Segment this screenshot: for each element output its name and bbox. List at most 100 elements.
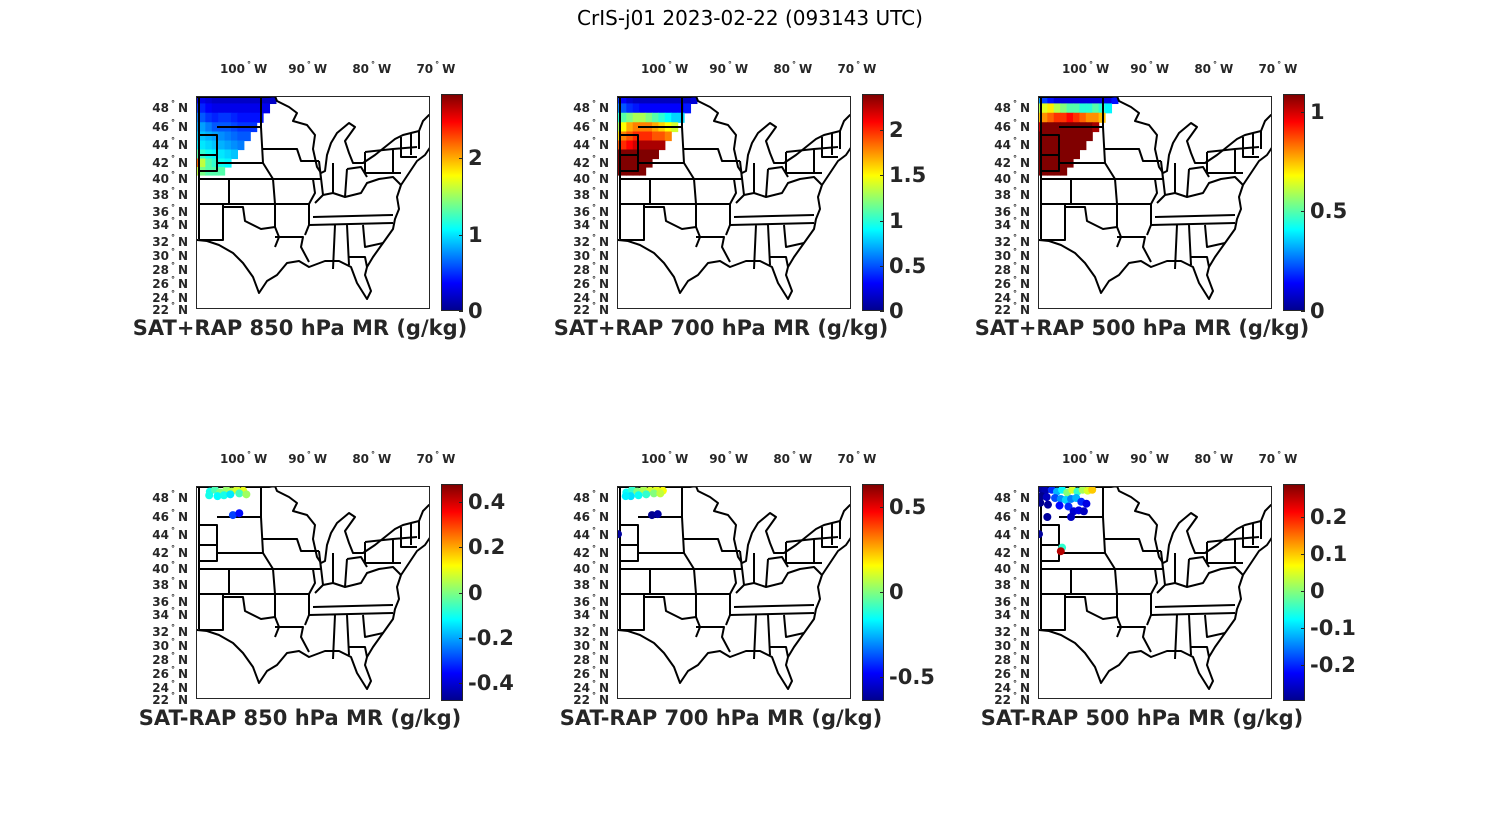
data-cell	[1060, 149, 1068, 160]
lon-value: 100	[640, 452, 666, 466]
data-cell	[632, 97, 640, 105]
lon-value: 70	[837, 62, 855, 76]
lat-value: 44	[573, 528, 590, 542]
degree-symbol: °	[591, 301, 596, 310]
lon-value: 70	[1258, 452, 1276, 466]
lat-value: 46	[573, 120, 590, 134]
lat-tick-label: 30 ° N	[136, 247, 188, 263]
lon-tick-label: 90 ° W	[1130, 450, 1169, 466]
data-cell	[237, 140, 245, 151]
colorbar-tick-mark	[1301, 628, 1305, 630]
data-cell	[619, 112, 627, 123]
lat-tick-label: 38 ° N	[557, 186, 609, 202]
lon-value: 70	[416, 452, 434, 466]
lat-tick-label: 36 ° N	[557, 203, 609, 219]
lat-hemisphere: N	[177, 172, 188, 186]
lon-tick-label: 100 ° W	[1062, 450, 1109, 466]
data-cell	[243, 97, 251, 105]
lat-hemisphere: N	[1019, 138, 1030, 152]
lon-hemisphere: W	[1155, 62, 1170, 76]
lat-tick-label: 44 ° N	[136, 136, 188, 152]
data-cell	[619, 131, 627, 142]
degree-symbol: °	[170, 526, 175, 535]
lat-tick-label: 46 ° N	[136, 508, 188, 524]
lat-tick-label: 46 ° N	[557, 118, 609, 134]
lat-hemisphere: N	[177, 578, 188, 592]
degree-symbol: °	[1012, 233, 1017, 242]
lon-value: 100	[219, 62, 245, 76]
lat-tick-label: 46 ° N	[978, 508, 1030, 524]
data-cell	[1072, 149, 1080, 160]
data-cell	[230, 112, 238, 123]
degree-symbol: °	[1148, 450, 1153, 459]
lat-value: 30	[573, 639, 590, 653]
lon-hemisphere: W	[313, 452, 328, 466]
colorbar-tick-label: 0	[468, 580, 483, 605]
degree-symbol: °	[792, 450, 797, 459]
lon-value: 100	[1061, 62, 1087, 76]
degree-symbol: °	[668, 450, 672, 459]
lon-tick-label: 100 ° W	[220, 60, 267, 76]
lon-value: 70	[416, 62, 434, 76]
data-cell	[1053, 131, 1061, 142]
lat-hemisphere: N	[1019, 546, 1030, 560]
lat-value: 26	[573, 277, 590, 291]
degree-symbol: °	[591, 623, 596, 632]
lat-hemisphere: N	[177, 156, 188, 170]
lat-value: 28	[573, 263, 590, 277]
colorbar-tick-mark	[459, 502, 463, 504]
lat-hemisphere: N	[177, 546, 188, 560]
colorbar-tick-label: 0.1	[1310, 542, 1348, 567]
data-cell	[230, 149, 238, 160]
lat-tick-label: 48 ° N	[557, 99, 609, 115]
lat-value: 28	[152, 653, 169, 667]
lat-hemisphere: N	[1019, 291, 1030, 305]
degree-symbol: °	[1213, 450, 1218, 459]
data-cell	[1079, 103, 1087, 114]
data-cell	[658, 103, 666, 114]
degree-symbol: °	[1012, 691, 1017, 700]
data-cell	[1079, 140, 1087, 151]
lat-value: 40	[573, 172, 590, 186]
lat-value: 22	[994, 693, 1011, 707]
lon-tick-label: 70 ° W	[416, 450, 455, 466]
lat-value: 42	[994, 156, 1011, 170]
degree-symbol: °	[170, 637, 175, 646]
lat-hemisphere: N	[598, 625, 609, 639]
lat-tick-label: 26 ° N	[978, 665, 1030, 681]
data-cell	[658, 97, 666, 105]
degree-symbol: °	[591, 560, 596, 569]
lon-value: 80	[352, 452, 370, 466]
lat-hemisphere: N	[177, 205, 188, 219]
colorbar-tick-label: 0	[1310, 299, 1325, 323]
data-point	[1067, 513, 1076, 521]
map-plot	[1039, 487, 1271, 690]
lat-value: 26	[994, 667, 1011, 681]
lat-tick-label: 48 ° N	[557, 489, 609, 505]
data-cell	[1085, 103, 1093, 114]
data-cell	[1085, 112, 1093, 123]
lon-tick-label: 90 ° W	[288, 450, 327, 466]
data-cell	[243, 131, 251, 142]
lat-hemisphere: N	[1019, 235, 1030, 249]
lon-hemisphere: W	[734, 62, 749, 76]
lat-hemisphere: N	[598, 218, 609, 232]
degree-symbol: °	[1012, 526, 1017, 535]
lat-tick-label: 40 ° N	[136, 170, 188, 186]
data-cell	[671, 112, 679, 123]
map-panel: 100 ° W 90 ° W 80 ° W 70 ° W 48 ° N 46 ° N 44 ° N 42 ° N 40 ° N 38 °…	[551, 60, 971, 360]
colorbar-tick-mark	[1301, 665, 1305, 667]
data-cell	[205, 140, 213, 151]
lat-value: 42	[573, 546, 590, 560]
degree-symbol: °	[170, 216, 175, 225]
lat-tick-label: 48 ° N	[978, 99, 1030, 115]
data-cell	[1040, 97, 1048, 105]
panel-title: SAT-RAP 500 hPa MR (g/kg)	[980, 706, 1304, 730]
data-cell	[684, 103, 692, 114]
lat-hemisphere: N	[177, 303, 188, 317]
data-cell	[658, 140, 666, 151]
lat-hemisphere: N	[177, 235, 188, 249]
data-cell	[639, 131, 647, 142]
lat-tick-label: 30 ° N	[978, 247, 1030, 263]
lat-value: 24	[573, 291, 590, 305]
